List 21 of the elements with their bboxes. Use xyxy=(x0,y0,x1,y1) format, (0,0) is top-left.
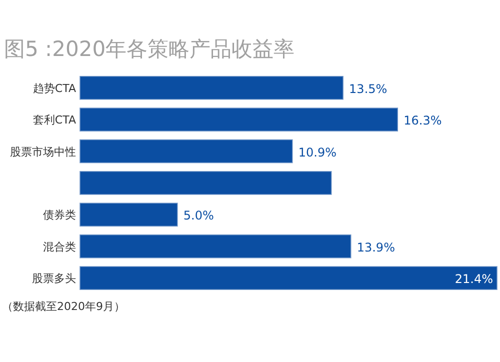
bar xyxy=(80,76,344,100)
text: （数据截至2020年9月） xyxy=(2,300,125,313)
y-tick-label: 混合类 xyxy=(43,240,76,254)
bar xyxy=(80,234,352,258)
data-label: 21.4% xyxy=(454,272,493,286)
data-label: 16.3% xyxy=(404,114,442,128)
bar xyxy=(80,171,332,195)
bar xyxy=(80,139,293,164)
chart-title: 图5 :2020年各策略产品收益率 xyxy=(4,37,295,61)
data-label: 5.0% xyxy=(183,208,214,223)
data-label: 10.9% xyxy=(298,145,337,160)
bar xyxy=(80,108,398,132)
bar xyxy=(80,266,498,290)
bar xyxy=(80,202,178,227)
data-label: 13.5% xyxy=(349,82,388,96)
data-label: 13.9% xyxy=(356,240,395,254)
y-tick-label: 股票多头 xyxy=(32,272,76,286)
y-tick-label: 套利CTA xyxy=(32,114,76,127)
y-tick-label: 债券类 xyxy=(43,208,76,222)
y-tick-label: 股票市场中性 xyxy=(10,145,76,158)
y-tick-label: 趋势CTA xyxy=(32,82,76,95)
